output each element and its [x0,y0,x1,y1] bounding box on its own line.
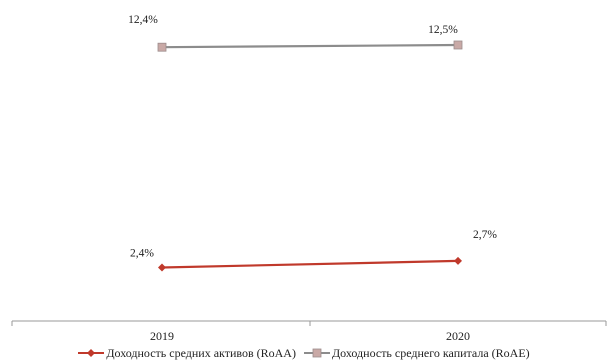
legend-item-roae: Доходность среднего капитала (RoAE) [303,345,530,361]
legend-square-marker [303,348,330,358]
x-tick-label: 2020 [446,329,470,343]
legend-item-roaa: Доходность средних активов (RoAA) [78,346,296,361]
legend-label-roaa: Доходность средних активов (RoAA) [106,345,296,360]
x-axis: 2019 2020 [11,320,607,343]
legend-diamond-marker [78,349,105,357]
legend-label-roae: Доходность среднего капитала (RoAE) [331,345,530,360]
x-tick-label: 2019 [150,329,174,343]
data-label-roae-2019: 12,4% [128,14,158,26]
data-point-roae-2019 [157,42,167,52]
data-label-roaa-2020: 2,7% [473,229,497,241]
series-line-roaa [161,259,459,269]
data-label-layer: 2,4% 2,7% 12,4% 12,5% [128,14,497,259]
series-layer [157,40,463,272]
data-label-roae-2020: 12,5% [428,24,458,36]
legend: Доходность средних активов (RoAA) Доходн… [0,344,608,362]
data-label-roaa-2019: 2,4% [130,248,154,260]
data-point-roae-2020 [453,40,463,50]
data-point-roaa-2020 [454,256,462,265]
data-point-roaa-2019 [158,263,166,272]
series-line-roae [161,43,459,49]
